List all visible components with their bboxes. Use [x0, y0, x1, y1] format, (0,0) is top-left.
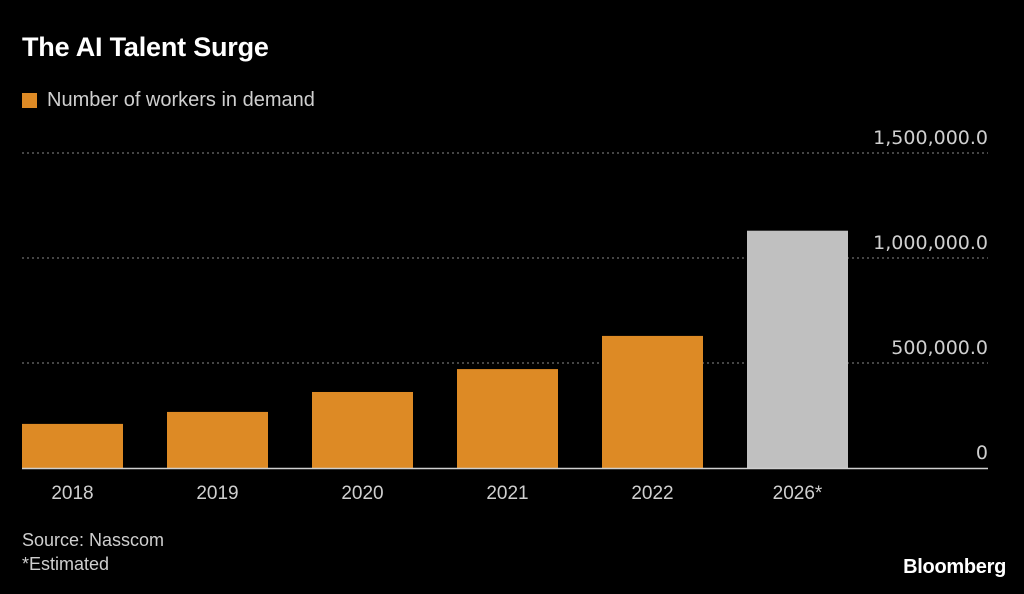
bar-2026 [747, 230, 848, 468]
footer: Source: Nasscom *Estimated [22, 528, 164, 576]
x-tick-label: 2018 [51, 483, 93, 504]
x-tick-label: 2026* [773, 483, 823, 504]
y-tick-label: 1,500,000.0 [873, 127, 988, 149]
bloomberg-logo: Bloomberg [903, 556, 1006, 578]
x-tick-label: 2020 [341, 483, 383, 504]
y-tick-label: 0 [976, 442, 988, 464]
estimated-note: *Estimated [22, 554, 110, 574]
bars [22, 230, 848, 468]
bar-2021 [457, 369, 558, 468]
bar-2019 [167, 411, 268, 468]
bar-2018 [22, 423, 123, 468]
legend-swatch [22, 93, 37, 108]
x-tick-label: 2021 [486, 483, 528, 504]
source-note: Source: Nasscom [22, 530, 165, 550]
legend-label: Number of workers in demand [47, 89, 315, 111]
legend: Number of workers in demand [22, 89, 315, 112]
y-tick-label: 1,000,000.0 [873, 232, 988, 254]
x-tick-label: 2019 [196, 483, 238, 504]
x-tick-label: 2022 [631, 483, 673, 504]
y-tick-labels: 0 500,000.0 1,000,000.0 1,500,000.0 [873, 127, 988, 464]
y-tick-label: 500,000.0 [891, 337, 988, 359]
chart-title: The AI Talent Surge [22, 32, 269, 62]
bar-2022 [602, 335, 703, 468]
x-tick-labels: 2018 2019 2020 2021 2022 2026* [51, 483, 823, 504]
bar-2020 [312, 391, 413, 468]
